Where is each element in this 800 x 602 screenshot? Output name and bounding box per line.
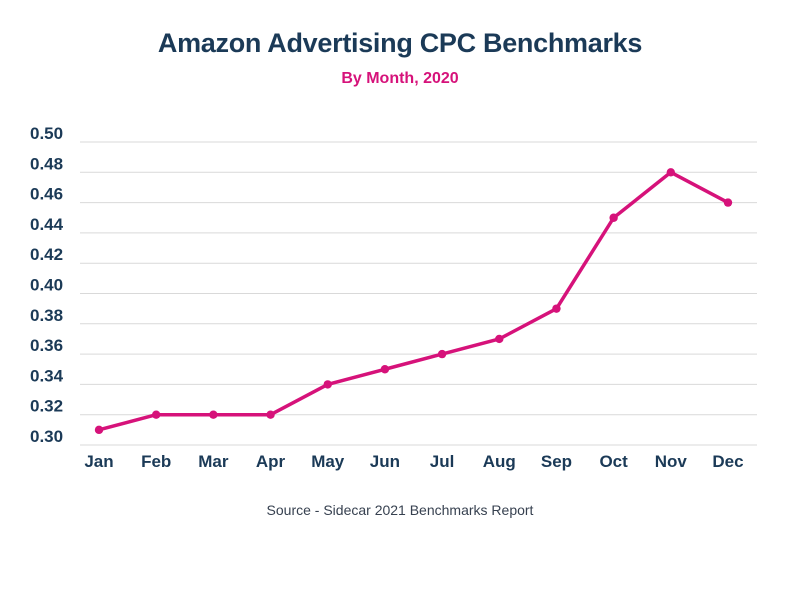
data-point bbox=[609, 213, 618, 222]
data-point bbox=[323, 380, 332, 389]
data-point bbox=[94, 425, 104, 435]
y-tick-label: 0.30 bbox=[30, 427, 63, 446]
y-tick-label: 0.42 bbox=[30, 245, 63, 264]
y-tick-label: 0.36 bbox=[30, 336, 63, 355]
source-note: Source - Sidecar 2021 Benchmarks Report bbox=[266, 502, 534, 518]
x-tick-label: Nov bbox=[655, 452, 688, 471]
data-point bbox=[666, 168, 676, 177]
data-point bbox=[437, 349, 447, 359]
data-point bbox=[495, 334, 504, 344]
y-axis-ticks: 0.50 0.48 0.46 0.44 0.42 0.40 0.38 0.36 0.34 0.32… bbox=[30, 124, 64, 446]
chart-subtitle: By Month, 2020 bbox=[341, 70, 459, 87]
data-point bbox=[266, 410, 275, 419]
data-point bbox=[151, 410, 161, 419]
x-tick-label: Jul bbox=[430, 452, 455, 471]
x-tick-label: May bbox=[311, 452, 345, 471]
series-cpc bbox=[94, 168, 733, 435]
data-point bbox=[380, 365, 390, 374]
data-point bbox=[723, 198, 733, 207]
x-tick-label: Apr bbox=[256, 452, 286, 471]
x-tick-label: Jun bbox=[370, 452, 400, 471]
x-tick-label: Sep bbox=[541, 452, 572, 471]
y-tick-label: 0.34 bbox=[30, 366, 64, 385]
y-tick-label: 0.46 bbox=[30, 185, 63, 204]
x-tick-label: Oct bbox=[599, 452, 628, 471]
x-tick-label: Aug bbox=[483, 452, 516, 471]
y-tick-label: 0.40 bbox=[30, 276, 63, 295]
data-point bbox=[209, 410, 218, 419]
y-tick-label: 0.38 bbox=[30, 306, 63, 325]
chart-title: Amazon Advertising CPC Benchmarks bbox=[157, 28, 643, 58]
x-tick-label: Dec bbox=[712, 452, 743, 471]
x-axis-ticks: Jan Feb Mar Apr May Jun Jul Aug Sep Oct Nov Dec bbox=[84, 452, 743, 471]
x-tick-label: Feb bbox=[141, 452, 171, 471]
series-line bbox=[97, 170, 730, 432]
gridlines bbox=[80, 141, 757, 446]
y-tick-label: 0.44 bbox=[30, 215, 64, 234]
x-tick-label: Jan bbox=[84, 452, 113, 471]
y-tick-label: 0.32 bbox=[30, 397, 63, 416]
y-tick-label: 0.48 bbox=[30, 154, 63, 173]
y-tick-label: 0.50 bbox=[30, 124, 63, 143]
x-tick-label: Mar bbox=[198, 452, 229, 471]
data-point bbox=[552, 304, 561, 313]
